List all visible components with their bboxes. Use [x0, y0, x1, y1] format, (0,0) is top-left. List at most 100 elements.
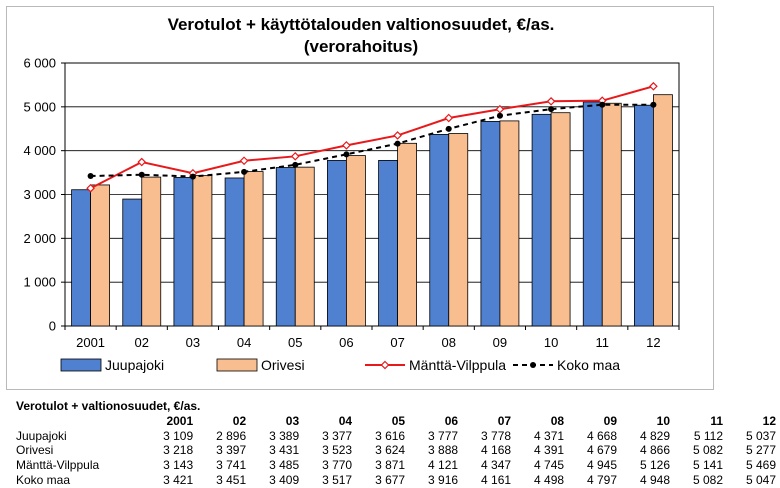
- table-cell: 3 421: [163, 472, 194, 487]
- table-cell: 3 624: [375, 443, 406, 458]
- table-cell: 3 143: [163, 458, 194, 473]
- x-tick-label: 07: [390, 335, 404, 350]
- legend: Juupajoki Orivesi Mänttä-Vilppula Koko maa: [60, 357, 620, 373]
- chart-svg: Verotulot + käyttötalouden valtionosuude…: [23, 15, 680, 373]
- table-header-cell: 05: [391, 414, 406, 429]
- table-row: Koko maa 3 421 3 451 3 409 3 517 3 677 3 916 4 …: [16, 472, 776, 487]
- table-cell: 5 469: [745, 458, 776, 473]
- line-point: [496, 112, 503, 119]
- table-cell: 4 745: [534, 458, 565, 473]
- table-cell: 5 126: [639, 458, 671, 473]
- line-point: [650, 101, 657, 108]
- data-table: Verotulot + valtionosuudet, €/as. 2001 0…: [16, 398, 776, 486]
- table-header-cell: 09: [603, 414, 618, 429]
- bar: [550, 112, 571, 327]
- table-cell: 4 945: [587, 458, 618, 473]
- y-tick-label: 6 000: [23, 56, 56, 71]
- bar: [499, 120, 520, 327]
- legend-label: Koko maa: [557, 357, 620, 373]
- table-cell: 5 141: [692, 458, 723, 473]
- x-tick-label: 04: [237, 335, 251, 350]
- line-point: [241, 168, 248, 175]
- table-cell: 3 778: [481, 428, 512, 443]
- table-cell: 5 047: [745, 472, 776, 487]
- table-cell: 3 677: [375, 472, 406, 487]
- table-header-cell: 08: [550, 414, 565, 429]
- line-point: [445, 125, 452, 132]
- table-cell: 5 082: [692, 472, 723, 487]
- table-cell: 4 948: [639, 472, 671, 487]
- bar: [448, 133, 469, 327]
- chart-frame: Verotulot + käyttötalouden valtionosuude…: [6, 6, 714, 390]
- table-cell: 3 485: [269, 458, 300, 473]
- table-cell: 3 916: [428, 472, 459, 487]
- bar: [243, 171, 264, 327]
- line-point: [649, 81, 658, 91]
- x-tick-label: 06: [339, 335, 353, 350]
- legend-marker: [530, 362, 536, 368]
- values-table: 2001 02 03 04 05 06 07 08 09 10 11 12 Ju…: [16, 414, 776, 487]
- bars-layer: [71, 94, 673, 327]
- table-header-cell: 02: [232, 414, 247, 429]
- table-cell: 3 218: [163, 443, 194, 458]
- table-row-label: Mänttä-Vilppula: [16, 458, 100, 473]
- table-cell: 4 797: [587, 472, 618, 487]
- y-tick-label: 2 000: [23, 231, 56, 246]
- y-tick-label: 0: [49, 319, 56, 334]
- table-cell: 3 377: [322, 428, 353, 443]
- table-cell: 3 523: [322, 443, 353, 458]
- y-tick-label: 4 000: [23, 143, 56, 158]
- line-point: [342, 141, 351, 150]
- ticks-layer: 0 1 000 2 000 3 000 4 000 5 000 6 000 2001 02 03 0…: [23, 56, 680, 350]
- bar: [429, 134, 450, 327]
- table-header-blank: [16, 414, 140, 429]
- x-tick-label: 2001: [76, 335, 105, 350]
- bar: [601, 102, 622, 327]
- table-cell: 4 371: [534, 428, 565, 443]
- table-cell: 3 109: [163, 428, 194, 443]
- x-tick-label: 11: [596, 335, 610, 350]
- bar: [275, 167, 296, 327]
- line-point: [546, 96, 556, 106]
- table-row-label: Koko maa: [16, 472, 71, 487]
- y-tick-label: 3 000: [23, 187, 56, 202]
- bar: [582, 101, 603, 327]
- line-point: [394, 140, 401, 147]
- table-cell: 3 871: [375, 458, 406, 473]
- lines-layer: [86, 81, 658, 193]
- table-cell: 4 161: [481, 472, 512, 487]
- bar: [173, 177, 194, 327]
- bar: [294, 166, 315, 327]
- table-cell: 5 277: [745, 443, 776, 458]
- line-point: [393, 131, 402, 140]
- chart-subtitle: (verorahoitus): [304, 37, 418, 56]
- line-point: [138, 171, 145, 178]
- bar: [480, 120, 501, 327]
- table-cell: 3 888: [428, 443, 459, 458]
- line-point: [189, 173, 196, 180]
- table-cell: 3 389: [269, 428, 300, 443]
- bar: [71, 189, 91, 327]
- line-point: [87, 173, 94, 180]
- table-cell: 4 866: [639, 443, 671, 458]
- table-cell: 4 121: [428, 458, 459, 473]
- x-tick-label: 02: [135, 335, 149, 350]
- table-header-cell: 07: [497, 414, 512, 429]
- table-cell: 4 168: [481, 443, 512, 458]
- table-cell: 4 391: [534, 443, 565, 458]
- table-cell: 5 037: [745, 428, 776, 443]
- table-header-cell: 10: [656, 414, 671, 429]
- table-header-cell: 04: [338, 414, 353, 429]
- legend-swatch: [216, 358, 258, 372]
- table-header-cell: 2001: [166, 414, 194, 429]
- table-body: Juupajoki 3 109 2 896 3 389 3 377 3 616 3 777 3…: [16, 429, 776, 487]
- bar: [634, 104, 654, 327]
- table-cell: 3 451: [216, 472, 247, 487]
- grid-layer: [65, 106, 679, 283]
- table-cell: 3 409: [269, 472, 300, 487]
- table-row: Juupajoki 3 109 2 896 3 389 3 377 3 616 3 777 3…: [16, 429, 776, 444]
- table-cell: 3 741: [216, 458, 247, 473]
- x-tick-label: 05: [288, 335, 302, 350]
- x-tick-label: 10: [544, 335, 558, 350]
- table-header-cell: 06: [444, 414, 459, 429]
